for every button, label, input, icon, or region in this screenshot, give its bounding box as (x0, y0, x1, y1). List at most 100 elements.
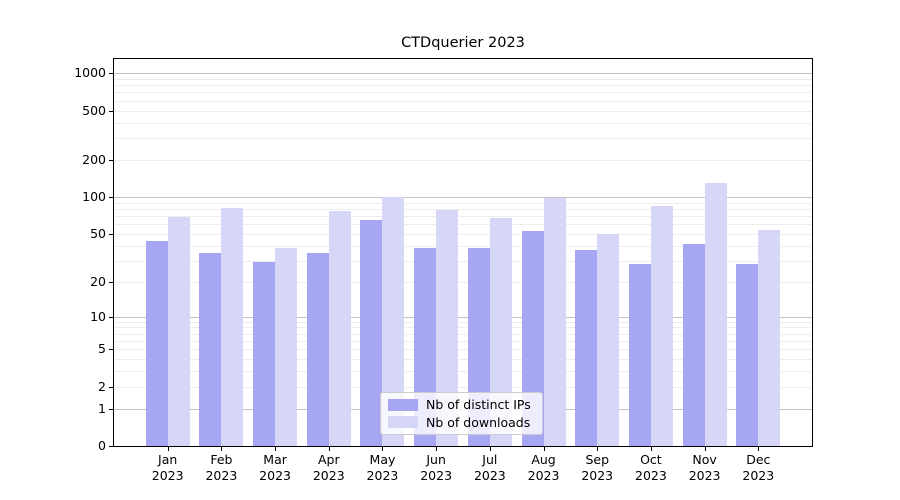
x-tick-mark-jun-2023 (436, 447, 438, 451)
legend-item-distinct-ips: Nb of distinct IPs (388, 397, 534, 412)
bar-nb-of-downloads-feb-2023 (221, 207, 244, 446)
x-tick-label-jun-2023: Jun 2023 (420, 452, 453, 483)
x-tick-mark-sep-2023 (597, 447, 599, 451)
bar-nb-of-distinct-ips-apr-2023 (306, 252, 329, 446)
y-tick-mark-0 (109, 446, 113, 447)
bar-nb-of-downloads-dec-2023 (758, 229, 781, 446)
plot-area (113, 58, 813, 447)
gridline-y-8 (114, 327, 812, 328)
y-tick-label-1000: 1000 (74, 65, 106, 81)
bar-nb-of-distinct-ips-may-2023 (360, 219, 383, 446)
x-tick-mark-jul-2023 (489, 447, 491, 451)
x-tick-mark-nov-2023 (704, 447, 706, 451)
legend-item-downloads: Nb of downloads (388, 415, 534, 430)
bar-nb-of-downloads-nov-2023 (704, 182, 727, 446)
legend-label-downloads: Nb of downloads (426, 414, 531, 430)
y-tick-label-0: 0 (98, 438, 106, 453)
gridline-y-200 (114, 160, 812, 161)
gridline-y-10 (114, 317, 812, 318)
gridline-y-7 (114, 334, 812, 335)
bar-nb-of-downloads-jul-2023 (489, 218, 512, 446)
gridline-y-4 (114, 359, 812, 360)
gridline-y-30 (114, 261, 812, 262)
gridline-y-600 (114, 101, 812, 102)
gridline-y-1000 (114, 73, 812, 74)
x-tick-label-aug-2023: Aug 2023 (527, 452, 560, 483)
bar-nb-of-distinct-ips-feb-2023 (199, 252, 222, 446)
x-tick-label-jul-2023: Jul 2023 (473, 452, 506, 483)
bar-nb-of-distinct-ips-jan-2023 (145, 240, 168, 446)
gridline-y-2 (114, 387, 812, 388)
x-tick-mark-dec-2023 (758, 447, 760, 451)
y-tick-mark-10 (109, 316, 113, 318)
y-tick-mark-20 (109, 281, 113, 283)
gridline-y-300 (114, 138, 812, 139)
gridline-y-100 (114, 197, 812, 198)
y-tick-label-100: 100 (82, 188, 106, 204)
x-tick-label-apr-2023: Apr 2023 (312, 452, 345, 483)
gridline-y-3 (114, 371, 812, 372)
x-tick-mark-may-2023 (382, 447, 384, 451)
y-tick-mark-2 (109, 386, 113, 388)
x-tick-label-nov-2023: Nov 2023 (688, 452, 721, 483)
gridline-y-700 (114, 92, 812, 93)
gridline-y-900 (114, 79, 812, 80)
bar-nb-of-distinct-ips-mar-2023 (253, 262, 276, 446)
gridline-y-9 (114, 322, 812, 323)
gridline-y-800 (114, 85, 812, 86)
x-tick-label-oct-2023: Oct 2023 (635, 452, 667, 483)
x-tick-label-mar-2023: Mar 2023 (259, 452, 291, 483)
x-tick-mark-oct-2023 (650, 447, 652, 451)
legend: Nb of distinct IPs Nb of downloads (380, 392, 543, 435)
bar-nb-of-downloads-aug-2023 (543, 198, 566, 446)
y-tick-label-2: 2 (98, 378, 106, 394)
bar-nb-of-downloads-mar-2023 (275, 248, 298, 446)
y-tick-mark-500 (109, 110, 113, 112)
y-tick-mark-1 (109, 408, 113, 410)
y-tick-mark-5 (109, 349, 113, 351)
x-tick-mark-jan-2023 (167, 447, 169, 451)
y-tick-mark-1000 (109, 73, 113, 75)
gridline-y-70 (114, 216, 812, 217)
bar-nb-of-downloads-jun-2023 (436, 210, 459, 446)
y-tick-label-1: 1 (98, 400, 106, 416)
x-tick-mark-apr-2023 (328, 447, 330, 451)
legend-swatch-downloads (388, 416, 418, 429)
y-tick-mark-50 (109, 233, 113, 235)
bar-nb-of-downloads-oct-2023 (650, 205, 673, 446)
x-tick-mark-aug-2023 (543, 447, 545, 451)
legend-label-distinct-ips: Nb of distinct IPs (426, 397, 531, 413)
x-tick-label-may-2023: May 2023 (366, 452, 399, 483)
y-tick-mark-200 (109, 159, 113, 161)
bar-nb-of-distinct-ips-dec-2023 (736, 264, 759, 446)
chart-title: CTDquerier 2023 (401, 35, 525, 51)
gridline-y-50 (114, 234, 812, 235)
x-tick-label-feb-2023: Feb 2023 (205, 452, 238, 483)
gridline-y-40 (114, 246, 812, 247)
y-tick-label-500: 500 (82, 102, 106, 118)
bar-nb-of-distinct-ips-oct-2023 (628, 264, 651, 446)
x-tick-label-sep-2023: Sep 2023 (581, 452, 614, 483)
y-tick-label-50: 50 (90, 225, 106, 241)
bar-nb-of-distinct-ips-sep-2023 (575, 249, 598, 446)
y-tick-label-5: 5 (98, 341, 106, 357)
x-tick-label-dec-2023: Dec 2023 (742, 452, 775, 483)
y-tick-mark-100 (109, 196, 113, 198)
y-tick-label-20: 20 (90, 273, 106, 289)
bar-nb-of-downloads-may-2023 (382, 196, 405, 446)
gridline-y-500 (114, 111, 812, 112)
gridline-y-80 (114, 209, 812, 210)
bar-nb-of-downloads-sep-2023 (597, 233, 620, 446)
x-tick-label-jan-2023: Jan 2023 (151, 452, 184, 483)
gridline-y-6 (114, 341, 812, 342)
gridline-y-90 (114, 203, 812, 204)
y-tick-label-10: 10 (90, 308, 106, 324)
gridline-y-20 (114, 282, 812, 283)
x-tick-mark-feb-2023 (221, 447, 223, 451)
y-tick-label-200: 200 (82, 151, 106, 167)
x-tick-mark-mar-2023 (275, 447, 277, 451)
bar-nb-of-downloads-apr-2023 (328, 210, 351, 446)
gridline-y-400 (114, 123, 812, 124)
bar-nb-of-distinct-ips-nov-2023 (682, 244, 705, 446)
